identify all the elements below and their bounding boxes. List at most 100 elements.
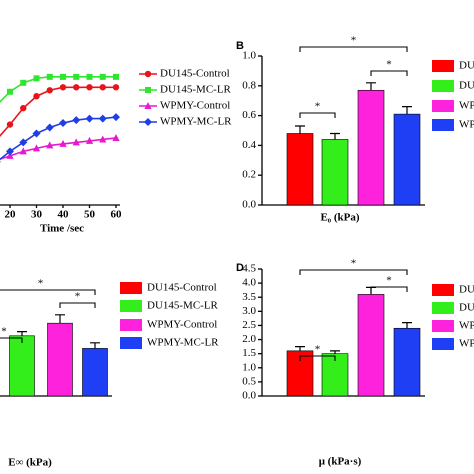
significance-bracket (299, 46, 408, 52)
legend-swatch (432, 338, 454, 350)
marker (72, 116, 81, 125)
significance-label: * (386, 59, 392, 71)
marker (0, 161, 1, 163)
legend-label: WPMY-MC-LR (459, 119, 474, 131)
marker (19, 147, 27, 155)
marker (113, 73, 119, 80)
marker (6, 121, 14, 128)
marker (85, 114, 94, 123)
marker (73, 84, 80, 91)
bar (357, 89, 385, 206)
legend-swatch (432, 320, 454, 332)
legend-swatch (120, 337, 142, 349)
significance-bracket (59, 302, 96, 308)
legend-label: DU145-Control (459, 284, 474, 296)
error-bar (17, 331, 27, 336)
marker (112, 133, 120, 141)
y-tick-label: 4.5 (242, 263, 256, 275)
significance-bracket (0, 289, 96, 295)
marker (72, 138, 80, 146)
marker (45, 123, 54, 132)
x-tick-label: 20 (5, 209, 17, 221)
y-tick-label: 0.0 (242, 199, 256, 211)
significance-bracket (370, 286, 408, 292)
marker (86, 73, 93, 80)
legend-label: DU145-Control (160, 68, 230, 80)
x-axis-label: μ (kPa·s) (319, 456, 362, 468)
significance-label: * (351, 35, 357, 47)
series-line (0, 86, 116, 137)
marker (33, 93, 40, 100)
legend-swatch (432, 119, 454, 131)
significance-bracket (299, 355, 336, 361)
y-tick-label: 0.2 (242, 169, 256, 181)
legend-swatch (120, 300, 142, 312)
significance-bracket (370, 70, 408, 76)
y-tick-label: 3.0 (242, 305, 256, 317)
marker (60, 73, 66, 80)
y-tick-label: 0.0 (242, 390, 256, 402)
marker (99, 73, 106, 80)
error-bar (402, 106, 412, 115)
legend-swatch (432, 284, 454, 296)
error-bar (295, 346, 305, 351)
x-axis-label: Time /sec (40, 223, 84, 235)
y-tick-label: 0.4 (242, 139, 256, 151)
marker (46, 73, 53, 80)
marker (144, 102, 152, 109)
y-tick-label: 0.5 (242, 375, 256, 387)
significance-label: * (1, 326, 7, 338)
legend-label: DU145-MC-LR (459, 302, 474, 314)
marker (86, 84, 93, 91)
legend-swatch (432, 302, 454, 314)
legend-label: WPMY-MC-LR (147, 337, 219, 349)
series-line (0, 76, 116, 104)
legend-label: DU145-MC-LR (147, 300, 219, 312)
y-tick-label: 2.5 (242, 319, 256, 331)
marker (32, 129, 41, 138)
bar (321, 353, 349, 397)
y-tick-label: 4.0 (242, 277, 256, 289)
x-axis-label: E∞ (kPa) (8, 457, 52, 469)
marker (20, 104, 27, 112)
marker (99, 135, 107, 143)
y-tick-label: 0.6 (242, 109, 256, 121)
marker (112, 113, 120, 122)
marker (46, 141, 54, 149)
marker (46, 87, 53, 94)
significance-bracket (299, 112, 336, 118)
marker (59, 84, 67, 91)
legend-label: DU145-Control (459, 60, 474, 72)
error-bar (90, 342, 100, 349)
marker (7, 88, 13, 95)
panels: 20 30 40 50 60 Time /sec DU145-Control DU145-MC… (0, 35, 474, 469)
legend-swatch (432, 80, 454, 92)
significance-bracket (0, 337, 23, 343)
panel-label: B (236, 40, 244, 52)
y-tick-label: 2.0 (242, 333, 256, 345)
y-tick-label: 1.0 (242, 361, 256, 373)
bar (393, 113, 421, 206)
significance-label: * (386, 275, 392, 287)
legend-swatch (432, 100, 454, 112)
significance-label: * (38, 278, 44, 290)
legend-label: DU145-MC-LR (459, 80, 474, 92)
bar (357, 294, 385, 397)
marker (73, 73, 80, 80)
legend-label: WPMY-MC-LR (459, 338, 474, 350)
marker (144, 70, 152, 78)
legend-label: WPMY-Control (459, 100, 474, 112)
error-bar (330, 350, 340, 354)
bar (82, 348, 108, 397)
marker (145, 87, 151, 93)
error-bar (366, 82, 376, 91)
legend-swatch (120, 282, 142, 294)
marker (99, 84, 106, 91)
marker (6, 147, 14, 156)
marker (59, 119, 67, 128)
marker (59, 139, 67, 147)
legend-label: WPMY-MC-LR (160, 116, 232, 128)
significance-label: * (75, 291, 81, 303)
bar (9, 335, 35, 397)
